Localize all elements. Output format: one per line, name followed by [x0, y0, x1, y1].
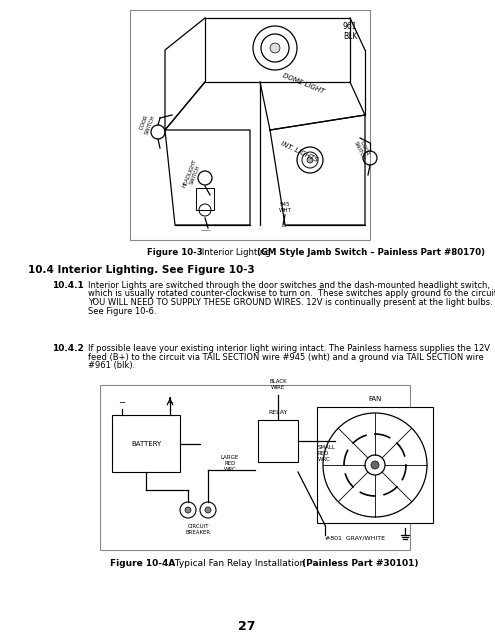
Circle shape	[205, 507, 211, 513]
Text: 961
BLK: 961 BLK	[343, 22, 357, 42]
Bar	[258, 420, 298, 462]
Bar	[317, 407, 433, 523]
Text: ——: ——	[200, 228, 211, 233]
Circle shape	[371, 461, 379, 469]
Text: 10.4.1: 10.4.1	[52, 281, 84, 290]
Text: —: —	[280, 224, 286, 229]
Text: If possible leave your existing interior light wiring intact. The Painless harne: If possible leave your existing interior…	[88, 344, 490, 353]
Text: #801  GRAY/WHITE: #801 GRAY/WHITE	[325, 535, 385, 540]
Text: YOU WILL NEED TO SUPPLY THESE GROUND WIRES. 12V is continually present at the li: YOU WILL NEED TO SUPPLY THESE GROUND WIR…	[88, 298, 493, 307]
Text: BLACK
WIRE: BLACK WIRE	[269, 379, 287, 390]
Text: DOME LIGHT: DOME LIGHT	[282, 72, 325, 94]
Text: −: −	[118, 398, 126, 407]
Text: LARGE
RED
WRC: LARGE RED WRC	[221, 455, 239, 472]
Text: HEADLIGHT
SWITCH: HEADLIGHT SWITCH	[181, 158, 202, 190]
Text: INT. LIGHTS: INT. LIGHTS	[280, 140, 319, 163]
Text: 10.4 Interior Lighting. See Figure 10-3: 10.4 Interior Lighting. See Figure 10-3	[28, 265, 255, 275]
Bar	[196, 188, 214, 210]
Text: Interior Lighting: Interior Lighting	[199, 248, 274, 257]
Text: 945
WHT: 945 WHT	[279, 202, 292, 212]
Text: FAN: FAN	[368, 396, 382, 402]
Text: +: +	[166, 398, 173, 407]
Text: BATTERY: BATTERY	[131, 440, 161, 447]
Circle shape	[270, 43, 280, 53]
Text: RELAY: RELAY	[268, 410, 288, 415]
Text: (GM Style Jamb Switch – Painless Part #80170): (GM Style Jamb Switch – Painless Part #8…	[257, 248, 485, 257]
Text: SMALL
RED
WRC: SMALL RED WRC	[318, 445, 336, 461]
Circle shape	[185, 507, 191, 513]
Circle shape	[180, 502, 196, 518]
Circle shape	[307, 157, 313, 163]
Text: Figure 10-3: Figure 10-3	[147, 248, 203, 257]
Bar	[112, 415, 180, 472]
Text: DOOR
SWITCH: DOOR SWITCH	[138, 112, 156, 135]
Text: Interior Lights are switched through the door switches and the dash-mounted head: Interior Lights are switched through the…	[88, 281, 490, 290]
Text: CIRCUIT
BREAKER: CIRCUIT BREAKER	[186, 524, 210, 535]
Bar	[130, 10, 370, 240]
Text: Typical Fan Relay Installation: Typical Fan Relay Installation	[172, 559, 308, 568]
Text: 10.4.2: 10.4.2	[52, 344, 84, 353]
Text: feed (B+) to the circuit via TAIL SECTION wire #945 (wht) and a ground via TAIL : feed (B+) to the circuit via TAIL SECTIO…	[88, 353, 484, 362]
Text: (Painless Part #30101): (Painless Part #30101)	[302, 559, 418, 568]
Text: 27: 27	[238, 620, 256, 633]
Text: Figure 10-4A: Figure 10-4A	[110, 559, 175, 568]
Text: DOOR
SWITCH: DOOR SWITCH	[353, 138, 371, 161]
Circle shape	[200, 502, 216, 518]
Text: #961 (blk).: #961 (blk).	[88, 361, 135, 370]
Text: See Figure 10-6.: See Figure 10-6.	[88, 307, 156, 316]
Text: which is usually rotated counter-clockwise to turn on.  These switches apply gro: which is usually rotated counter-clockwi…	[88, 289, 495, 298]
Bar	[100, 385, 410, 550]
